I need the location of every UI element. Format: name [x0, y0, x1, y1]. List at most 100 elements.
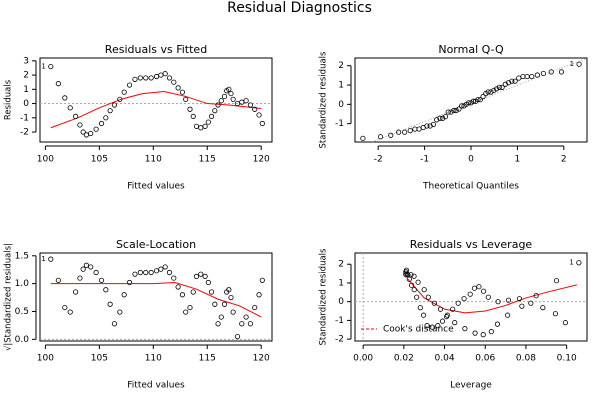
plot-frame: [354, 252, 588, 342]
point: [83, 262, 90, 268]
point: [221, 93, 228, 100]
panel: Normal Q-Q Theoretical Quantiles Standardi…: [319, 43, 588, 192]
point: [215, 321, 221, 327]
point: [471, 285, 478, 291]
point: [455, 300, 461, 306]
point: [83, 132, 90, 138]
y-tick-label: 2: [338, 61, 344, 71]
point: [230, 309, 236, 315]
y-axis-label: Standardized residuals: [319, 248, 329, 345]
point: [434, 117, 440, 123]
point: [456, 106, 462, 112]
y-axis-label: Residuals: [4, 79, 14, 120]
point: [533, 293, 539, 299]
point: [158, 72, 164, 78]
point: [403, 267, 410, 273]
point: [259, 120, 265, 127]
point: [470, 98, 476, 104]
point: [103, 287, 109, 293]
point: [540, 305, 546, 311]
point: [198, 271, 204, 277]
x-tick-label: 0.10: [557, 354, 577, 364]
panel: Scale-Location Fitted values √|Standardize…: [4, 238, 273, 391]
x-tick-label: 120: [253, 155, 270, 165]
plot-frame: [39, 252, 273, 342]
point: [495, 299, 501, 305]
main-title: Residual Diagnostics: [227, 0, 372, 16]
point: [55, 277, 61, 283]
point: [562, 320, 569, 326]
point: [431, 300, 437, 306]
point: [239, 321, 245, 327]
point: [247, 321, 254, 327]
point: [208, 289, 215, 295]
point: [190, 113, 196, 119]
point: [505, 312, 511, 318]
point: [67, 105, 73, 111]
x-axis-label: Theoretical Quantiles: [422, 182, 519, 192]
point: [162, 71, 168, 77]
point: [234, 333, 241, 340]
point: [448, 109, 454, 115]
point: [205, 119, 211, 125]
point: [256, 112, 262, 118]
y-tick-label: 1.5: [15, 251, 29, 261]
point: [179, 292, 186, 298]
point: [107, 108, 113, 114]
point: [117, 96, 123, 102]
point: [73, 289, 79, 295]
point: [148, 75, 154, 81]
point: [485, 89, 491, 95]
point: [162, 264, 168, 270]
panel-title: Scale-Location: [116, 238, 196, 251]
point: [183, 309, 189, 315]
point: [502, 81, 508, 87]
point: [93, 126, 99, 132]
point: [215, 102, 221, 108]
point: [107, 301, 113, 307]
point: [472, 330, 478, 336]
point: [444, 312, 450, 318]
point: [529, 73, 535, 80]
point: [48, 63, 54, 70]
point: [193, 123, 200, 129]
y-tick-label: 0: [338, 100, 344, 110]
point: [171, 79, 177, 85]
point: [212, 301, 218, 307]
point: [377, 134, 384, 140]
point: [202, 273, 208, 279]
point: [228, 294, 234, 301]
point: [505, 80, 512, 86]
point: [396, 129, 402, 135]
smooth-line: [407, 278, 577, 314]
x-tick-label: 2: [561, 155, 567, 165]
x-tick-label: 1: [515, 155, 521, 165]
point: [117, 309, 123, 315]
legend-label: Cook's distance: [383, 325, 454, 335]
point: [442, 114, 449, 120]
point: [440, 115, 446, 121]
point: [494, 321, 501, 327]
point: [553, 278, 560, 284]
x-tick-label: 0: [468, 155, 474, 165]
point: [126, 279, 133, 286]
point: [548, 69, 554, 75]
x-tick-label: 0.00: [353, 354, 373, 364]
point: [198, 125, 204, 131]
point: [558, 69, 565, 75]
x-tick-label: -2: [374, 155, 383, 165]
point: [424, 123, 430, 129]
point: [388, 132, 394, 138]
smooth-line: [50, 90, 262, 129]
point: [126, 82, 133, 88]
x-tick-label: -1: [420, 155, 429, 165]
y-tick-label: 1: [338, 278, 344, 288]
point: [408, 272, 414, 278]
point-label: 1: [41, 255, 45, 263]
x-tick-label: 110: [145, 155, 162, 165]
point: [179, 89, 186, 95]
point: [414, 294, 420, 300]
point: [93, 269, 99, 276]
point: [80, 129, 86, 135]
